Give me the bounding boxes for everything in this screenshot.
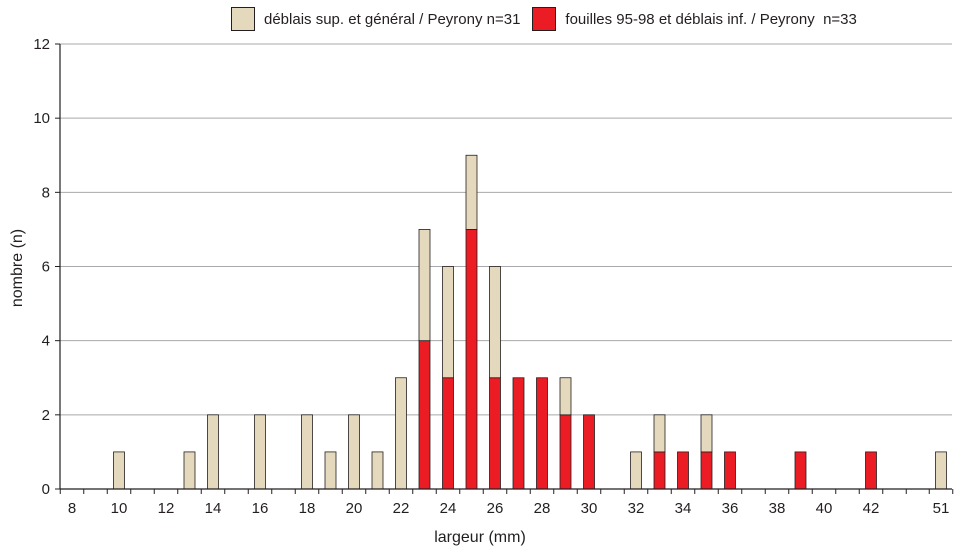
bar-segment-fouilles (536, 377, 548, 490)
bar-segment-deblais-sup (630, 451, 642, 490)
bar-segment-deblais-sup (935, 451, 947, 490)
x-tick-label: 38 (769, 500, 786, 517)
bar-segment-fouilles (418, 340, 431, 490)
bar-segment-deblais-sup (442, 266, 454, 379)
legend-label-fouilles: fouilles 95-98 et déblais inf. / Peyrony… (565, 10, 857, 28)
x-tick-label: 14 (205, 500, 222, 517)
y-tick-label: 6 (42, 259, 50, 276)
bar-segment-fouilles (794, 451, 807, 490)
y-tick-label: 8 (42, 184, 50, 201)
bar-segment-fouilles (465, 229, 478, 490)
bar-segment-deblais-sup (371, 451, 384, 490)
bar-segment-fouilles (583, 414, 595, 490)
bar-segment-fouilles (700, 451, 713, 490)
gridlines (60, 43, 952, 416)
y-tick-label: 10 (33, 110, 50, 127)
bar-segment-deblais-sup (207, 414, 219, 490)
legend: déblais sup. et général / Peyrony n=31 f… (231, 7, 869, 31)
y-axis-label: nombre (n) (9, 229, 26, 307)
legend-item-deblais-sup: déblais sup. et général / Peyrony n=31 (231, 7, 520, 31)
x-tick-label: 40 (816, 500, 833, 517)
bar-segment-deblais-sup (183, 451, 196, 490)
bar-segment-deblais-sup (254, 414, 266, 490)
bar-segment-fouilles (489, 377, 501, 490)
x-tick-label: 28 (534, 500, 551, 517)
y-tick-label: 0 (42, 481, 50, 498)
bar-segment-deblais-sup (653, 414, 666, 453)
bar-segment-deblais-sup (700, 414, 713, 453)
x-tick-label: 30 (581, 500, 598, 517)
x-tick-label: 32 (628, 500, 645, 517)
bar-segment-fouilles (865, 451, 877, 490)
bar-segment-deblais-sup (301, 414, 313, 490)
x-tick-label: 34 (675, 500, 692, 517)
x-tick-label: 24 (440, 500, 457, 517)
bars (113, 154, 947, 490)
bar-segment-deblais-sup (559, 377, 572, 416)
bar-segment-deblais-sup (113, 451, 125, 490)
x-tick-label: 20 (346, 500, 363, 517)
bar-segment-deblais-sup (348, 414, 360, 490)
x-tick-label: 10 (111, 500, 128, 517)
y-tick-label: 4 (42, 333, 50, 350)
x-tick-label: 18 (299, 500, 316, 517)
x-tick-label: 16 (252, 500, 269, 517)
x-tick-label: 51 (933, 500, 950, 517)
bar-segment-deblais-sup (489, 266, 501, 379)
legend-swatch-fouilles (532, 7, 557, 31)
x-tick-label: 42 (863, 500, 880, 517)
bar-segment-fouilles (512, 377, 525, 490)
x-tick-label: 36 (722, 500, 739, 517)
bar-segment-fouilles (442, 377, 454, 490)
x-tick-label: 26 (487, 500, 504, 517)
y-tick-label: 2 (42, 407, 50, 424)
bar-segment-fouilles (559, 414, 572, 490)
x-tick-label: 8 (68, 500, 76, 517)
bar-segment-deblais-sup (465, 154, 478, 230)
bar-segment-deblais-sup (418, 229, 431, 342)
legend-label-deblais-sup: déblais sup. et général / Peyrony n=31 (264, 10, 521, 28)
bar-segment-fouilles (724, 451, 736, 490)
bar-segment-deblais-sup (395, 377, 407, 490)
x-axis-label: largeur (mm) (434, 529, 526, 546)
y-tick-label: 12 (33, 36, 50, 53)
legend-item-fouilles: fouilles 95-98 et déblais inf. / Peyrony… (532, 7, 857, 31)
x-tick-label: 12 (158, 500, 175, 517)
legend-swatch-deblais-sup (231, 7, 255, 31)
bar-segment-deblais-sup (324, 451, 337, 490)
x-tick-label: 22 (393, 500, 410, 517)
bar-segment-fouilles (677, 451, 689, 490)
bar-segment-fouilles (653, 451, 666, 490)
